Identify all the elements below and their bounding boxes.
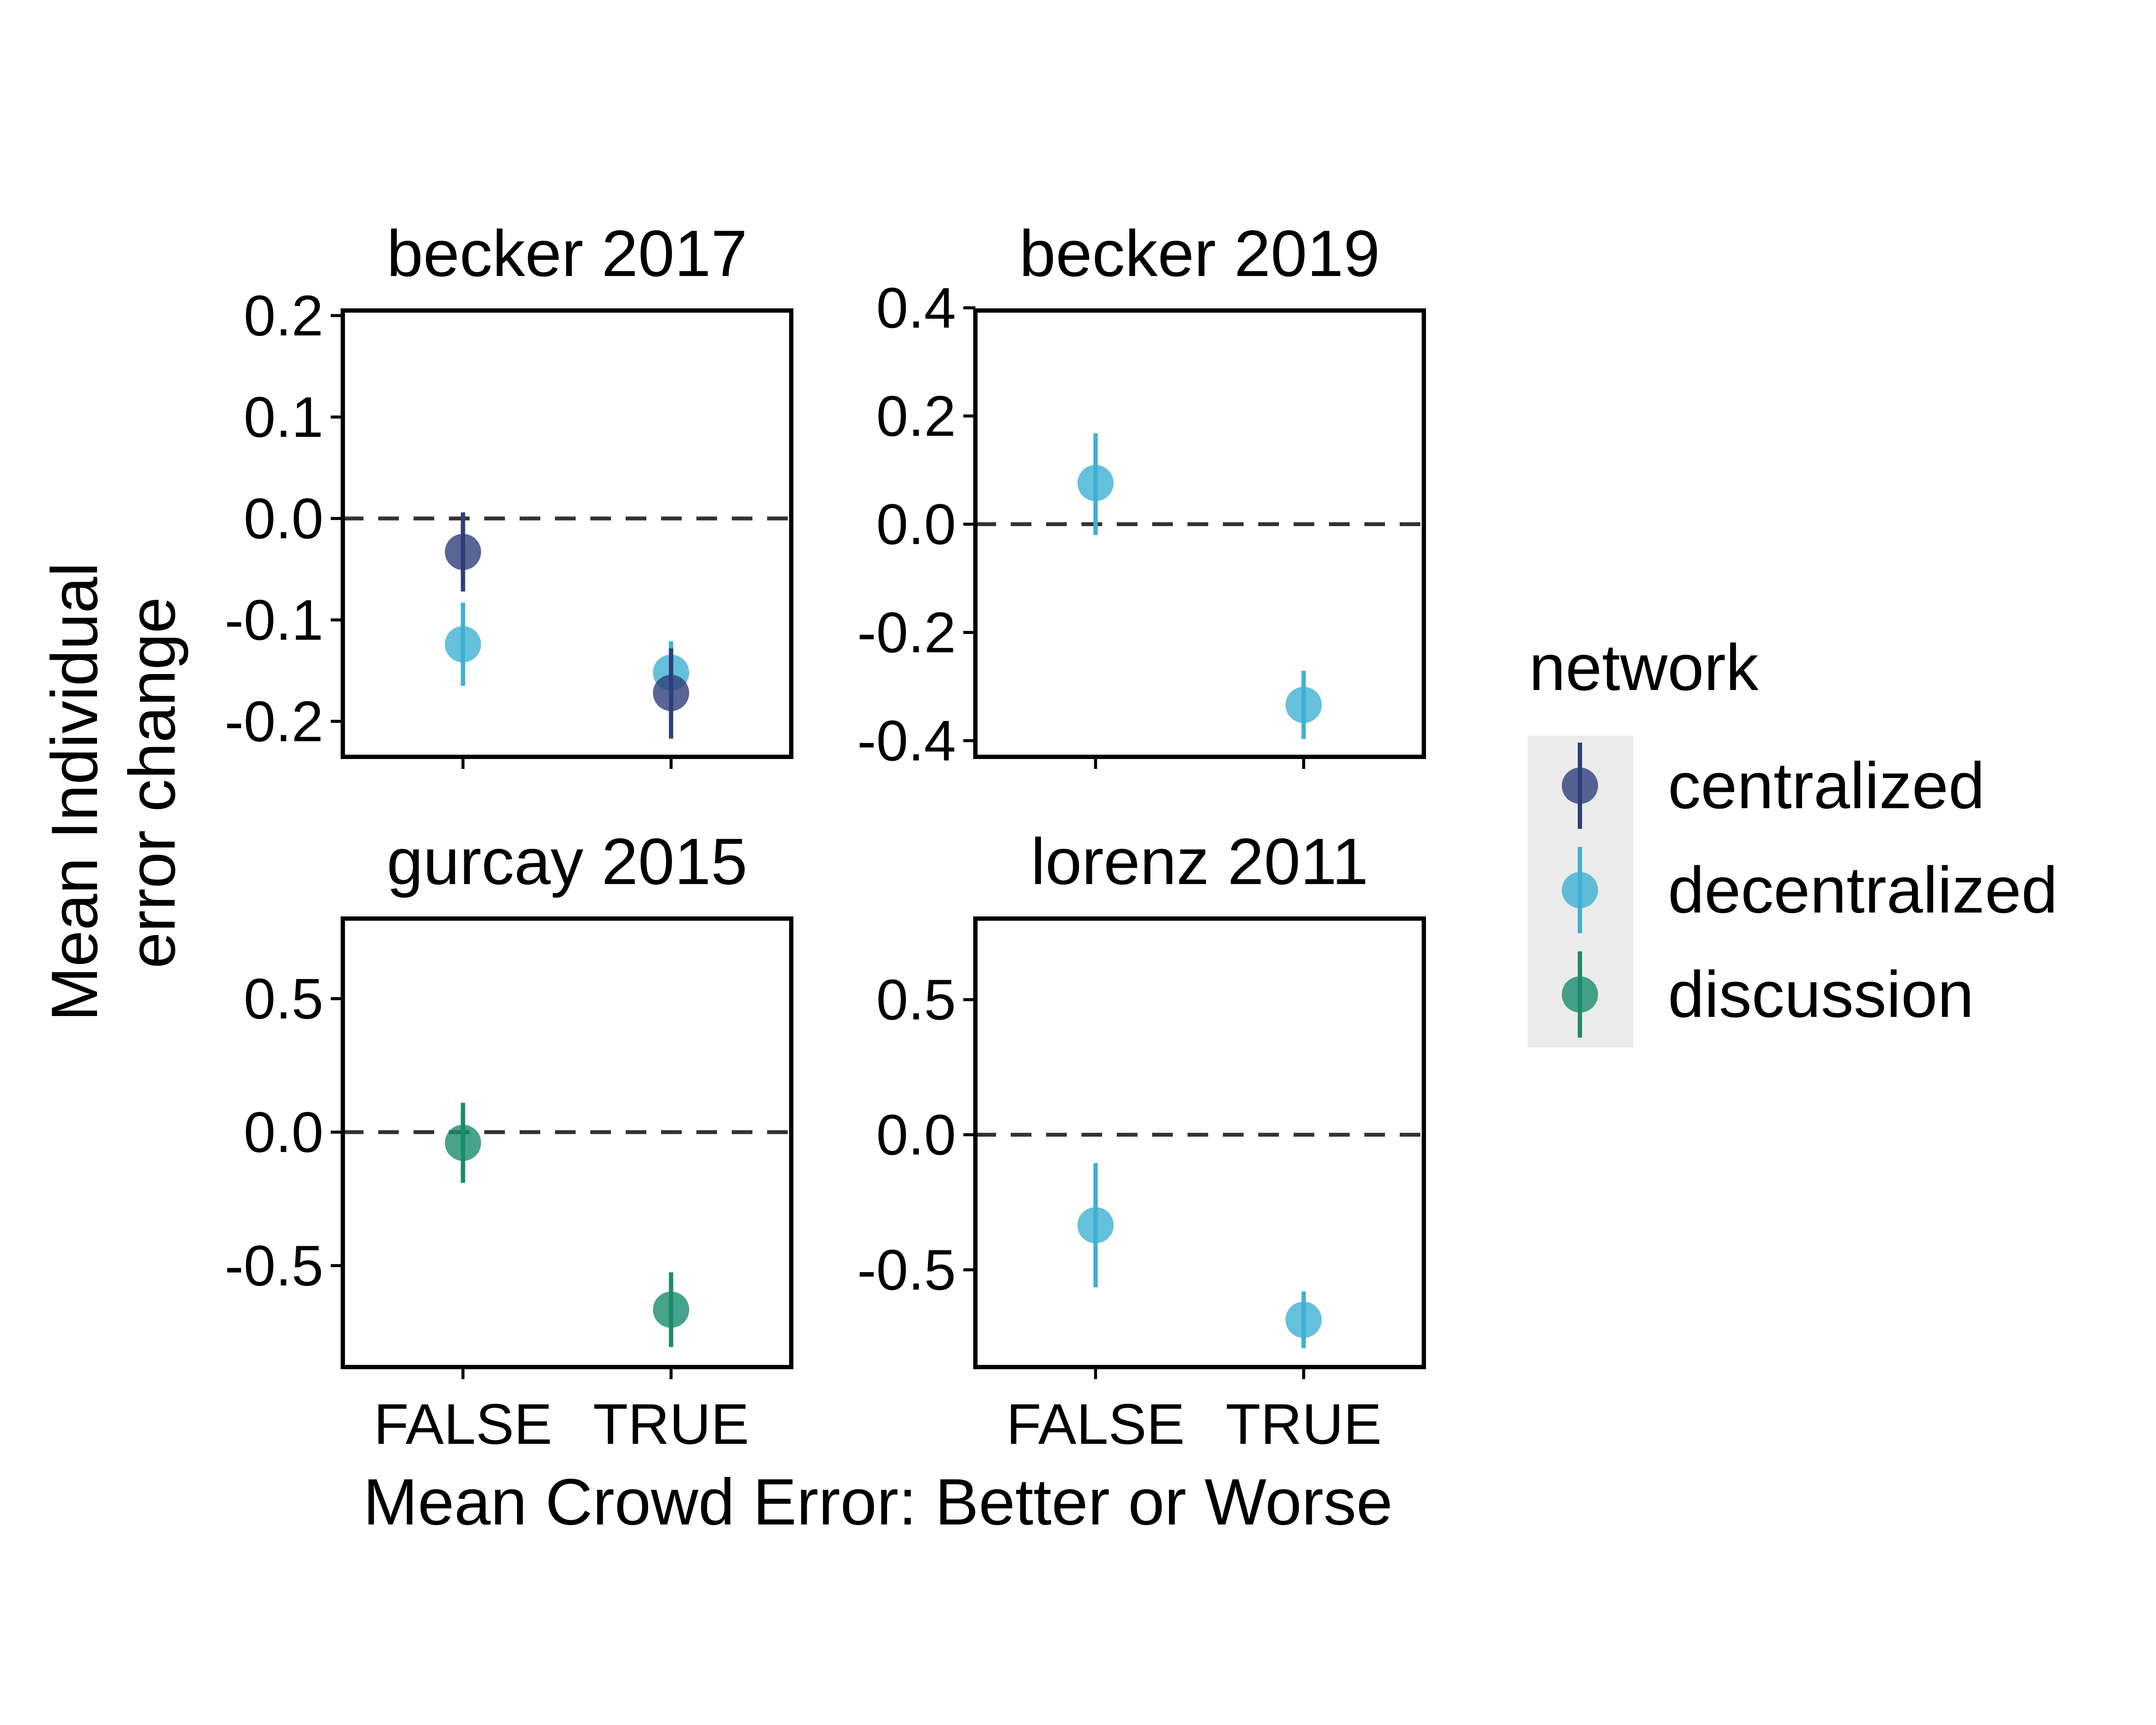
panel-4: lorenz 2011 0.5 0.0 -0.5 FALSE TRUE [857,825,1426,1456]
y-tick-label: -0.5 [857,1238,956,1302]
data-point-centralized [445,533,481,570]
y-tick-label: -0.2 [225,690,323,754]
y-tick-label: -0.2 [857,601,956,665]
panel-title: becker 2019 [1019,217,1380,290]
y-tick-label: 0.0 [244,1101,323,1164]
panel-border [973,308,1426,759]
legend-key-point-discussion [1562,976,1598,1013]
data-point-discussion [653,1291,689,1328]
y-axis-title: Mean Individual error change [38,544,189,1022]
data-point-decentralized [1285,687,1322,723]
legend-label-discussion: discussion [1668,958,1974,1031]
panel-3: gurcay 2015 0.5 0.0 -0.5 FALSE TRUE [225,825,793,1456]
y-tick-label: 0.0 [244,487,323,551]
panel-border [341,308,793,759]
x-tick-label: FALSE [1006,1393,1185,1456]
legend-key-point-decentralized [1562,872,1598,908]
panel-2: becker 2019 0.4 0.2 0.0 -0.2 -0.4 [857,217,1426,773]
y-tick-label: 0.2 [244,284,323,348]
y-tick-label: 0.0 [876,1103,956,1167]
data-point-decentralized [445,626,481,662]
x-tick-label: FALSE [374,1393,552,1456]
legend-keys: centralized decentralized discussion [1562,743,2058,1038]
data-point-decentralized [1077,465,1114,502]
y-tick-label: 0.4 [876,276,956,340]
panel-title: gurcay 2015 [387,825,748,898]
y-axis-title-line-1: Mean Individual [38,562,111,1022]
x-tick-label: TRUE [593,1393,749,1456]
data-point-centralized [653,674,689,711]
x-axis-title: Mean Crowd Error: Better or Worse [363,1465,1393,1539]
y-tick-label: 0.5 [876,968,956,1032]
x-tick-label: TRUE [1225,1393,1382,1456]
y-tick-label: -0.5 [225,1234,323,1298]
data-point-discussion [445,1125,481,1161]
panel-title: becker 2017 [387,217,748,290]
panel-1: becker 2017 0.2 0.1 0.0 -0.1 -0.2 [225,217,793,769]
panels-layer: becker 2017 0.2 0.1 0.0 -0.1 -0.2 becker 2019 0… [225,217,1426,1456]
panel-border [973,916,1426,1369]
y-tick-label: -0.4 [857,709,956,773]
legend-label-decentralized: decentralized [1668,853,2058,927]
y-axis-title-line-2: error change [116,597,189,969]
data-point-decentralized [1285,1302,1322,1338]
y-tick-label: 0.0 [876,493,956,557]
panel-title: lorenz 2011 [1031,825,1368,898]
y-tick-label: 0.5 [244,967,323,1031]
y-tick-label: 0.1 [244,386,323,449]
data-point-decentralized [1077,1207,1114,1244]
panel-border [341,916,793,1369]
legend-key-point-centralized [1562,768,1598,804]
legend: network centralized decentralized discussi… [1528,631,2058,1048]
legend-title: network [1529,631,1759,704]
y-tick-label: -0.1 [225,588,323,652]
legend-label-centralized: centralized [1668,749,1985,822]
y-tick-label: 0.2 [876,385,956,448]
